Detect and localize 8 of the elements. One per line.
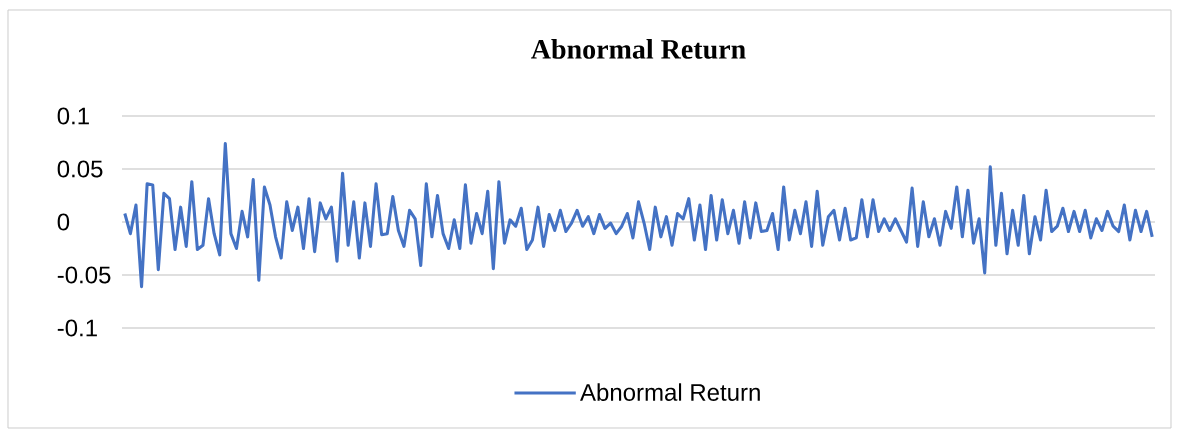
y-tick-label: -0.1 xyxy=(57,319,97,337)
y-tick-label: 0.05 xyxy=(57,160,103,178)
chart-title: Abnormal Return xyxy=(531,39,746,59)
y-tick-label: -0.05 xyxy=(57,266,111,284)
y-tick-label: 0 xyxy=(57,213,70,231)
y-tick-label: 0.1 xyxy=(57,107,89,125)
line-series xyxy=(123,142,1154,289)
legend-label: Abnormal Return xyxy=(580,383,760,401)
